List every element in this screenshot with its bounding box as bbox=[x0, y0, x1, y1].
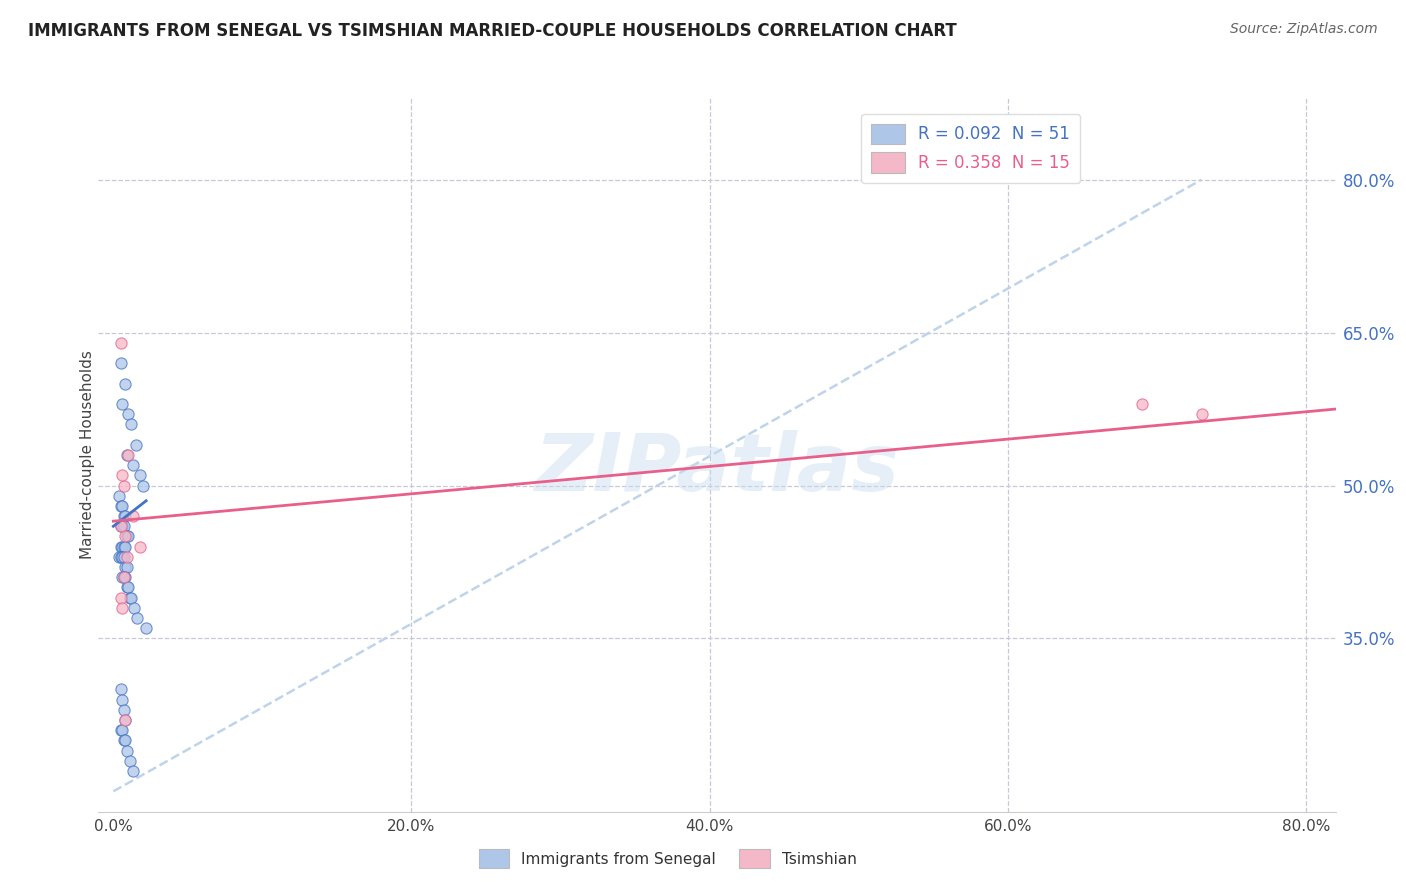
Point bbox=[114, 733, 136, 747]
Point bbox=[1130, 397, 1153, 411]
Point bbox=[108, 489, 131, 503]
Point bbox=[117, 448, 139, 462]
Point bbox=[115, 448, 138, 462]
Point bbox=[110, 335, 132, 350]
Point bbox=[111, 540, 134, 554]
Point bbox=[117, 529, 139, 543]
Point bbox=[112, 478, 135, 492]
Point bbox=[114, 509, 136, 524]
Point bbox=[114, 540, 136, 554]
Point bbox=[115, 549, 138, 564]
Point bbox=[118, 591, 141, 605]
Text: IMMIGRANTS FROM SENEGAL VS TSIMSHIAN MARRIED-COUPLE HOUSEHOLDS CORRELATION CHART: IMMIGRANTS FROM SENEGAL VS TSIMSHIAN MAR… bbox=[28, 22, 957, 40]
Legend: Immigrants from Senegal, Tsimshian: Immigrants from Senegal, Tsimshian bbox=[471, 841, 865, 875]
Point bbox=[1191, 407, 1213, 421]
Text: ZIPatlas: ZIPatlas bbox=[534, 430, 900, 508]
Point bbox=[121, 764, 143, 778]
Point bbox=[120, 417, 142, 432]
Point bbox=[114, 529, 136, 543]
Point bbox=[115, 743, 138, 757]
Point bbox=[111, 519, 134, 533]
Point bbox=[115, 560, 138, 574]
Point bbox=[110, 723, 132, 738]
Point bbox=[110, 356, 132, 370]
Point bbox=[112, 570, 135, 584]
Point bbox=[112, 570, 135, 584]
Point bbox=[115, 581, 138, 595]
Point bbox=[122, 600, 145, 615]
Point bbox=[114, 713, 136, 727]
Point bbox=[121, 509, 143, 524]
Point bbox=[111, 549, 134, 564]
Point bbox=[112, 703, 135, 717]
Point bbox=[118, 754, 141, 768]
Point bbox=[112, 509, 135, 524]
Point bbox=[110, 540, 132, 554]
Point bbox=[112, 519, 135, 533]
Point bbox=[111, 499, 134, 513]
Point bbox=[111, 600, 134, 615]
Point bbox=[114, 713, 136, 727]
Point bbox=[129, 468, 152, 483]
Point bbox=[127, 611, 149, 625]
Point bbox=[110, 499, 132, 513]
Point bbox=[112, 733, 135, 747]
Point bbox=[114, 376, 136, 391]
Point bbox=[129, 540, 152, 554]
Y-axis label: Married-couple Households: Married-couple Households bbox=[80, 351, 94, 559]
Point bbox=[121, 458, 143, 472]
Point bbox=[110, 682, 132, 697]
Point bbox=[125, 438, 148, 452]
Point bbox=[111, 570, 134, 584]
Point bbox=[117, 407, 139, 421]
Point bbox=[115, 529, 138, 543]
Point bbox=[111, 723, 134, 738]
Text: Source: ZipAtlas.com: Source: ZipAtlas.com bbox=[1230, 22, 1378, 37]
Point bbox=[117, 581, 139, 595]
Point bbox=[111, 692, 134, 706]
Point bbox=[120, 591, 142, 605]
Point bbox=[111, 397, 134, 411]
Point bbox=[112, 540, 135, 554]
Point bbox=[114, 570, 136, 584]
Point bbox=[111, 468, 134, 483]
Point bbox=[110, 519, 132, 533]
Point bbox=[112, 549, 135, 564]
Point bbox=[110, 591, 132, 605]
Point bbox=[110, 519, 132, 533]
Point bbox=[110, 549, 132, 564]
Point bbox=[108, 549, 131, 564]
Point bbox=[135, 621, 157, 635]
Point bbox=[114, 560, 136, 574]
Point bbox=[132, 478, 155, 492]
